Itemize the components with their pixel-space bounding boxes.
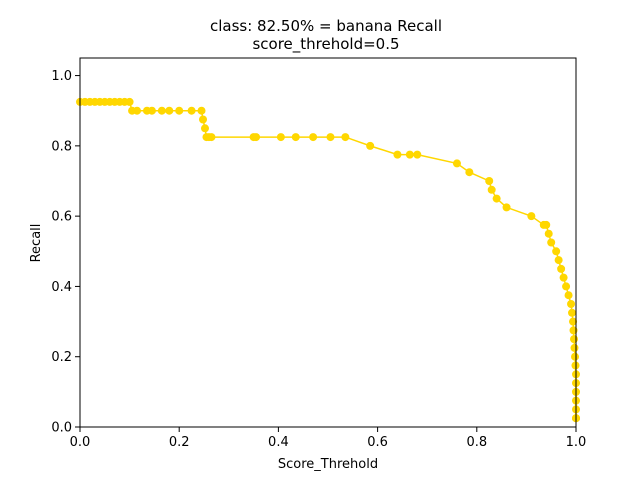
x-axis: 0.0 0.2 0.4 0.6 0.8 1.0: [70, 427, 587, 450]
data-point: [252, 133, 261, 142]
y-axis-label: Recall: [29, 224, 44, 263]
x-tick-label: 0.0: [70, 435, 91, 450]
data-point: [175, 106, 184, 115]
data-point: [487, 185, 496, 194]
data-point: [207, 133, 216, 142]
data-point: [559, 273, 568, 282]
data-point: [564, 291, 573, 300]
chart-title: class: 82.50% = banana Recall: [210, 17, 442, 35]
data-point: [366, 141, 375, 150]
y-tick-label: 0.2: [51, 350, 72, 365]
data-point: [502, 203, 511, 212]
y-tick-label: 0.0: [51, 421, 72, 436]
data-point: [492, 194, 501, 203]
data-point: [309, 133, 318, 142]
data-point: [554, 256, 563, 265]
y-axis: 0.0 0.2 0.4 0.6 0.8 1.0: [51, 69, 80, 436]
data-point: [326, 133, 335, 142]
data-point: [485, 177, 494, 185]
y-tick-label: 1.0: [51, 69, 72, 84]
data-point: [465, 168, 474, 177]
data-point: [544, 229, 553, 238]
data-point: [200, 124, 209, 133]
data-point: [291, 133, 300, 142]
data-point: [276, 133, 285, 142]
data-point: [569, 317, 578, 326]
data-point: [197, 106, 206, 115]
data-point: [413, 150, 422, 159]
chart-subtitle: score_threhold=0.5: [252, 35, 399, 54]
data-point: [125, 97, 134, 106]
plot-frame: [79, 57, 577, 428]
data-point: [452, 159, 461, 168]
x-tick-label: 0.6: [367, 435, 388, 450]
x-tick-label: 0.8: [466, 435, 487, 450]
data-point: [557, 264, 566, 273]
data-point: [157, 106, 166, 115]
data-point: [542, 220, 551, 229]
x-axis-label: Score_Threhold: [278, 457, 378, 472]
data-point: [571, 352, 580, 361]
data-point: [527, 212, 536, 221]
y-tick-label: 0.6: [51, 210, 72, 225]
data-point: [570, 335, 579, 344]
x-tick-label: 0.2: [169, 435, 190, 450]
data-point: [133, 106, 142, 115]
plot-area: [76, 97, 580, 423]
series-line: [80, 101, 577, 419]
data-point: [547, 238, 556, 247]
data-point: [393, 150, 402, 159]
data-point: [552, 247, 561, 256]
data-point: [341, 133, 350, 142]
data-point: [165, 106, 174, 115]
data-point: [147, 106, 156, 115]
data-point: [405, 150, 414, 159]
y-tick-label: 0.8: [51, 139, 72, 154]
data-point: [562, 282, 571, 291]
data-point: [567, 300, 576, 308]
y-tick-label: 0.4: [51, 280, 72, 295]
x-tick-label: 1.0: [566, 435, 587, 450]
data-point: [568, 308, 577, 317]
data-point: [187, 106, 196, 115]
data-point: [199, 115, 208, 124]
x-tick-label: 0.4: [268, 435, 289, 450]
data-point: [570, 343, 579, 352]
